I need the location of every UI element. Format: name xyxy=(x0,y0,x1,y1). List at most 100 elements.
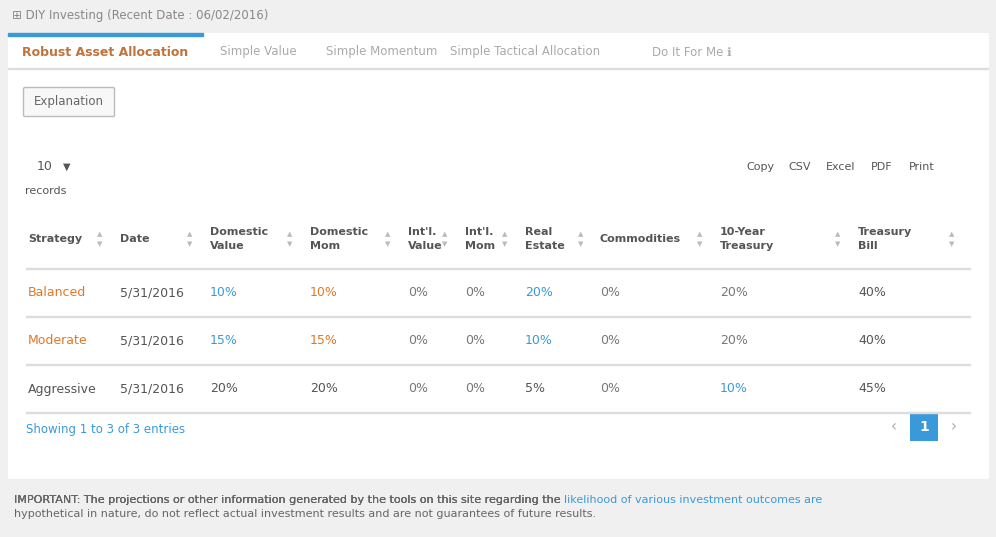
Text: ▲: ▲ xyxy=(579,231,584,237)
Text: ▼: ▼ xyxy=(442,241,447,247)
Text: Explanation: Explanation xyxy=(34,96,104,108)
Text: Date: Date xyxy=(120,234,149,244)
Text: 10-Year
Treasury: 10-Year Treasury xyxy=(720,227,774,251)
Text: ▲: ▲ xyxy=(287,231,293,237)
Bar xyxy=(738,153,782,181)
Bar xyxy=(910,413,938,441)
Text: 15%: 15% xyxy=(310,335,338,347)
Text: 20%: 20% xyxy=(210,382,238,395)
Text: ▲: ▲ xyxy=(949,231,955,237)
Bar xyxy=(864,153,900,181)
Bar xyxy=(26,364,970,365)
Bar xyxy=(818,153,864,181)
Text: 5/31/2016: 5/31/2016 xyxy=(120,335,184,347)
Text: Print: Print xyxy=(909,162,935,172)
Text: Simple Tactical Allocation: Simple Tactical Allocation xyxy=(450,46,601,59)
FancyBboxPatch shape xyxy=(24,88,115,117)
Text: Balanced: Balanced xyxy=(28,287,87,300)
Text: ▼: ▼ xyxy=(287,241,293,247)
Text: 45%: 45% xyxy=(858,382,885,395)
Text: ▼: ▼ xyxy=(836,241,841,247)
Text: Simple Momentum: Simple Momentum xyxy=(326,46,437,59)
Text: 1: 1 xyxy=(919,420,929,434)
Text: Strategy: Strategy xyxy=(28,234,82,244)
Text: Commodities: Commodities xyxy=(600,234,681,244)
Text: 20%: 20% xyxy=(525,287,553,300)
Text: 5/31/2016: 5/31/2016 xyxy=(120,287,184,300)
Bar xyxy=(26,209,970,413)
Text: Showing 1 to 3 of 3 entries: Showing 1 to 3 of 3 entries xyxy=(26,423,185,436)
Bar xyxy=(26,268,970,269)
Text: hypothetical in nature, do not reflect actual investment results and are not gua: hypothetical in nature, do not reflect a… xyxy=(14,509,597,519)
Text: 20%: 20% xyxy=(310,382,338,395)
Text: Excel: Excel xyxy=(827,162,856,172)
Text: 5%: 5% xyxy=(525,382,545,395)
Text: likelihood of various investment outcomes are: likelihood of various investment outcome… xyxy=(564,495,823,505)
Bar xyxy=(0,479,996,537)
Text: Treasury
Bill: Treasury Bill xyxy=(858,227,912,251)
Text: 10%: 10% xyxy=(525,335,553,347)
Text: ›: › xyxy=(951,419,957,434)
Text: Domestic
Value: Domestic Value xyxy=(210,227,268,251)
Text: 10%: 10% xyxy=(310,287,338,300)
Text: 0%: 0% xyxy=(600,287,620,300)
Bar xyxy=(900,153,944,181)
Text: Robust Asset Allocation: Robust Asset Allocation xyxy=(22,46,188,59)
Text: 0%: 0% xyxy=(408,335,428,347)
Text: ▼: ▼ xyxy=(697,241,703,247)
Text: 40%: 40% xyxy=(858,287,885,300)
Text: ▲: ▲ xyxy=(442,231,447,237)
Bar xyxy=(25,153,77,181)
Text: records: records xyxy=(25,186,67,196)
Text: Domestic
Mom: Domestic Mom xyxy=(310,227,369,251)
Text: 0%: 0% xyxy=(465,335,485,347)
Text: ▼: ▼ xyxy=(98,241,103,247)
Text: ⊞ DIY Investing (Recent Date : 06/02/2016): ⊞ DIY Investing (Recent Date : 06/02/201… xyxy=(12,9,268,21)
Text: ▲: ▲ xyxy=(187,231,192,237)
Bar xyxy=(8,33,988,495)
Text: CSV: CSV xyxy=(789,162,812,172)
Text: 20%: 20% xyxy=(720,287,748,300)
Bar xyxy=(782,153,818,181)
Text: ▲: ▲ xyxy=(502,231,508,237)
Text: 10%: 10% xyxy=(210,287,238,300)
Text: ▲: ▲ xyxy=(385,231,390,237)
Text: Int'l.
Value: Int'l. Value xyxy=(408,227,442,251)
Text: 0%: 0% xyxy=(408,287,428,300)
Text: Simple Value: Simple Value xyxy=(220,46,297,59)
Text: 0%: 0% xyxy=(465,382,485,395)
Text: 10: 10 xyxy=(37,161,53,173)
Text: IMPORTANT: The projections or other information generated by the tools on this s: IMPORTANT: The projections or other info… xyxy=(14,495,564,505)
Text: Aggressive: Aggressive xyxy=(28,382,97,395)
Text: Int'l.
Mom: Int'l. Mom xyxy=(465,227,495,251)
Text: ▼: ▼ xyxy=(385,241,390,247)
Text: IMPORTANT: The projections or other information generated by the tools on this s: IMPORTANT: The projections or other info… xyxy=(14,495,564,505)
Bar xyxy=(880,413,908,441)
Text: 5/31/2016: 5/31/2016 xyxy=(120,382,184,395)
Text: 0%: 0% xyxy=(600,382,620,395)
Text: ▲: ▲ xyxy=(836,231,841,237)
Text: ▼: ▼ xyxy=(64,162,71,172)
Bar xyxy=(0,0,996,30)
Bar xyxy=(8,68,988,69)
Bar xyxy=(8,33,203,36)
Text: Real
Estate: Real Estate xyxy=(525,227,565,251)
Text: 0%: 0% xyxy=(600,335,620,347)
Text: 0%: 0% xyxy=(408,382,428,395)
Text: ‹: ‹ xyxy=(891,419,897,434)
Bar xyxy=(940,413,968,441)
Text: 15%: 15% xyxy=(210,335,238,347)
Text: 20%: 20% xyxy=(720,335,748,347)
Text: ▼: ▼ xyxy=(187,241,192,247)
Text: Copy: Copy xyxy=(746,162,774,172)
Text: ▲: ▲ xyxy=(697,231,703,237)
Text: 0%: 0% xyxy=(465,287,485,300)
Text: 10%: 10% xyxy=(720,382,748,395)
Text: ▲: ▲ xyxy=(98,231,103,237)
Text: ▼: ▼ xyxy=(949,241,955,247)
Bar xyxy=(26,412,970,413)
Text: PDF: PDF xyxy=(872,162,892,172)
Text: Do It For Me ℹ: Do It For Me ℹ xyxy=(652,46,732,59)
Text: 40%: 40% xyxy=(858,335,885,347)
Text: ▼: ▼ xyxy=(502,241,508,247)
